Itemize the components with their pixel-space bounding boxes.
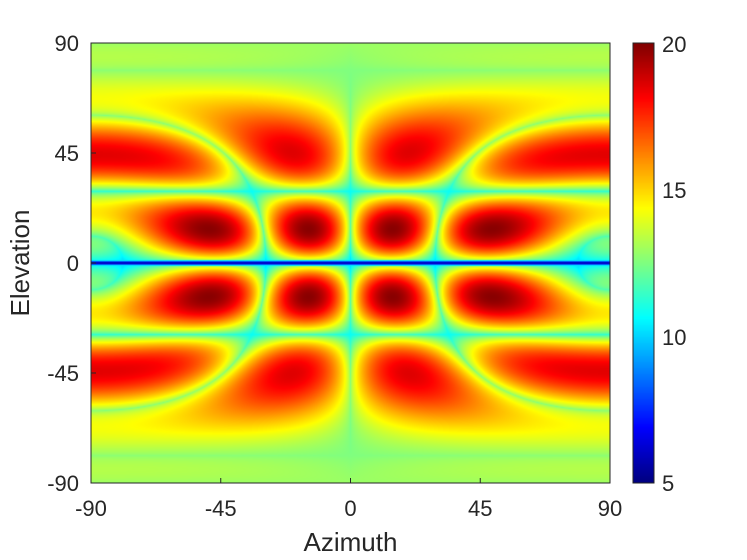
heatmap-plot-area: [91, 43, 610, 483]
y-tick-marks: [91, 42, 96, 484]
colorbar-frame: [632, 42, 655, 484]
x-tick-label: 45: [468, 496, 492, 521]
x-tick-label: 90: [598, 496, 622, 521]
colorbar-tick-label: 20: [662, 32, 686, 57]
y-tick-label: 45: [55, 141, 79, 166]
x-axis-label: Azimuth: [304, 527, 398, 557]
y-tick-label: 0: [67, 251, 79, 276]
y-axis-label: Elevation: [5, 210, 35, 317]
colorbar-tick-label: 15: [662, 178, 686, 203]
y-tick-label: -45: [47, 361, 79, 386]
colorbar-tick-label: 10: [662, 325, 686, 350]
plot-frame: [90, 42, 611, 484]
x-tick-label: 0: [344, 496, 356, 521]
colorbar-tick-label: 5: [662, 471, 674, 496]
x-tick-label: -90: [75, 496, 107, 521]
colorbar-gradient: [633, 43, 654, 483]
y-tick-label: -90: [47, 471, 79, 496]
y-tick-label: 90: [55, 31, 79, 56]
x-tick-marks: [90, 478, 611, 483]
x-tick-label: -45: [205, 496, 237, 521]
